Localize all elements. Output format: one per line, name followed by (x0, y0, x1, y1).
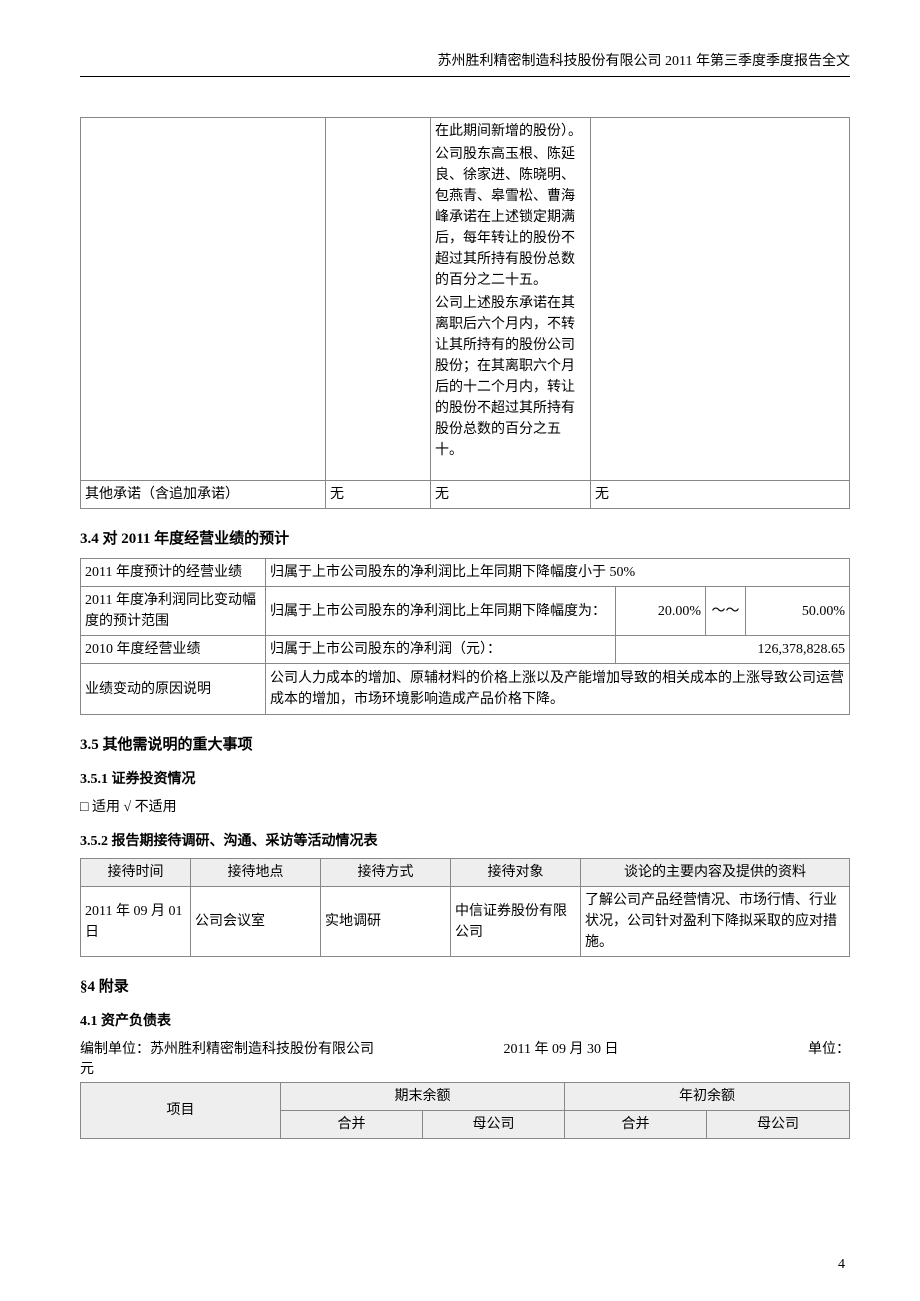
unit-label: 单位： (735, 1038, 851, 1058)
commitments-table: 在此期间新增的股份）。 公司股东高玉根、陈延良、徐家进、陈晓明、包燕青、皋雪松、… (80, 117, 850, 509)
cell: 业绩变动的原因说明 (81, 664, 266, 715)
section-4-1-title: 4.1 资产负债表 (80, 1010, 850, 1030)
cell: 公司会议室 (191, 887, 321, 957)
column-header: 项目 (81, 1083, 281, 1139)
column-header: 合并 (565, 1111, 707, 1139)
page-container: 苏州胜利精密制造科技股份有限公司 2011 年第三季度季度报告全文 在此期间新增… (0, 0, 920, 1301)
cell: 无 (431, 481, 591, 509)
table-header-row: 项目 期末余额 年初余额 (81, 1083, 850, 1111)
column-header: 期末余额 (281, 1083, 565, 1111)
section-3-5-1-title: 3.5.1 证券投资情况 (80, 768, 850, 788)
cell: 归属于上市公司股东的净利润（元）： (266, 636, 616, 664)
section-3-4-title: 3.4 对 2011 年度经营业绩的预计 (80, 527, 850, 548)
cell: 2011 年度预计的经营业绩 (81, 559, 266, 587)
cell: 2010 年度经营业绩 (81, 636, 266, 664)
table-row: 2011 年度净利润同比变动幅度的预计范围 归属于上市公司股东的净利润比上年同期… (81, 587, 850, 636)
cell: 无 (591, 481, 850, 509)
table-row: 2010 年度经营业绩 归属于上市公司股东的净利润（元）： 126,378,82… (81, 636, 850, 664)
cell: 了解公司产品经营情况、市场行情、行业状况，公司针对盈利下降拟采取的应对措施。 (581, 887, 850, 957)
balance-meta-row: 编制单位：苏州胜利精密制造科技股份有限公司 2011 年 09 月 30 日 单… (80, 1038, 850, 1058)
cell: 2011 年 09 月 01日 (81, 887, 191, 957)
cell: 归属于上市公司股东的净利润比上年同期下降幅度为： (266, 587, 616, 636)
cell: 实地调研 (321, 887, 451, 957)
reception-table: 接待时间 接待地点 接待方式 接待对象 谈论的主要内容及提供的资料 2011 年… (80, 858, 850, 957)
page-header: 苏州胜利精密制造科技股份有限公司 2011 年第三季度季度报告全文 (80, 50, 850, 77)
balance-sheet-table: 项目 期末余额 年初余额 合并 母公司 合并 母公司 (80, 1082, 850, 1139)
column-header: 年初余额 (565, 1083, 850, 1111)
cell: 50.00% (746, 587, 850, 636)
table-row: 其他承诺（含追加承诺） 无 无 无 (81, 481, 850, 509)
unit-value: 元 (80, 1058, 850, 1078)
table-header-row: 接待时间 接待地点 接待方式 接待对象 谈论的主要内容及提供的资料 (81, 859, 850, 887)
table-row: 2011 年 09 月 01日 公司会议室 实地调研 中信证券股份有限公司 了解… (81, 887, 850, 957)
column-header: 母公司 (707, 1111, 850, 1139)
cell (326, 118, 431, 481)
cell: 归属于上市公司股东的净利润比上年同期下降幅度小于 50% (266, 559, 850, 587)
cell: 在此期间新增的股份）。 公司股东高玉根、陈延良、徐家进、陈晓明、包燕青、皋雪松、… (431, 118, 591, 481)
paragraph: 公司股东高玉根、陈延良、徐家进、陈晓明、包燕青、皋雪松、曹海峰承诺在上述锁定期满… (435, 144, 586, 291)
table-row: 2011 年度预计的经营业绩 归属于上市公司股东的净利润比上年同期下降幅度小于 … (81, 559, 850, 587)
section-4-title: §4 附录 (80, 975, 850, 996)
cell (81, 118, 326, 481)
cell (591, 118, 850, 481)
cell: 2011 年度净利润同比变动幅度的预计范围 (81, 587, 266, 636)
applicable-note: □ 适用 √ 不适用 (80, 796, 850, 816)
section-3-5-title: 3.5 其他需说明的重大事项 (80, 733, 850, 754)
cell: 20.00% (616, 587, 706, 636)
cell: 其他承诺（含追加承诺） (81, 481, 326, 509)
compiler-label: 编制单位：苏州胜利精密制造科技股份有限公司 (80, 1038, 504, 1058)
column-header: 接待对象 (451, 859, 581, 887)
cell: ～～ (706, 587, 746, 636)
cell: 中信证券股份有限公司 (451, 887, 581, 957)
column-header: 合并 (281, 1111, 423, 1139)
column-header: 接待地点 (191, 859, 321, 887)
balance-date: 2011 年 09 月 30 日 (504, 1038, 735, 1058)
cell: 公司人力成本的增加、原辅材料的价格上涨以及产能增加导致的相关成本的上涨导致公司运… (266, 664, 850, 715)
column-header: 谈论的主要内容及提供的资料 (581, 859, 850, 887)
column-header: 接待方式 (321, 859, 451, 887)
paragraph: 公司上述股东承诺在其离职后六个月内，不转让其所持有的股份公司股份；在其离职六个月… (435, 293, 586, 461)
cell: 126,378,828.65 (616, 636, 850, 664)
table-row: 业绩变动的原因说明 公司人力成本的增加、原辅材料的价格上涨以及产能增加导致的相关… (81, 664, 850, 715)
column-header: 母公司 (423, 1111, 565, 1139)
table-row: 在此期间新增的股份）。 公司股东高玉根、陈延良、徐家进、陈晓明、包燕青、皋雪松、… (81, 118, 850, 481)
column-header: 接待时间 (81, 859, 191, 887)
forecast-table: 2011 年度预计的经营业绩 归属于上市公司股东的净利润比上年同期下降幅度小于 … (80, 558, 850, 715)
page-number: 4 (838, 1257, 845, 1273)
cell: 无 (326, 481, 431, 509)
section-3-5-2-title: 3.5.2 报告期接待调研、沟通、采访等活动情况表 (80, 830, 850, 850)
paragraph: 在此期间新增的股份）。 (435, 121, 586, 142)
